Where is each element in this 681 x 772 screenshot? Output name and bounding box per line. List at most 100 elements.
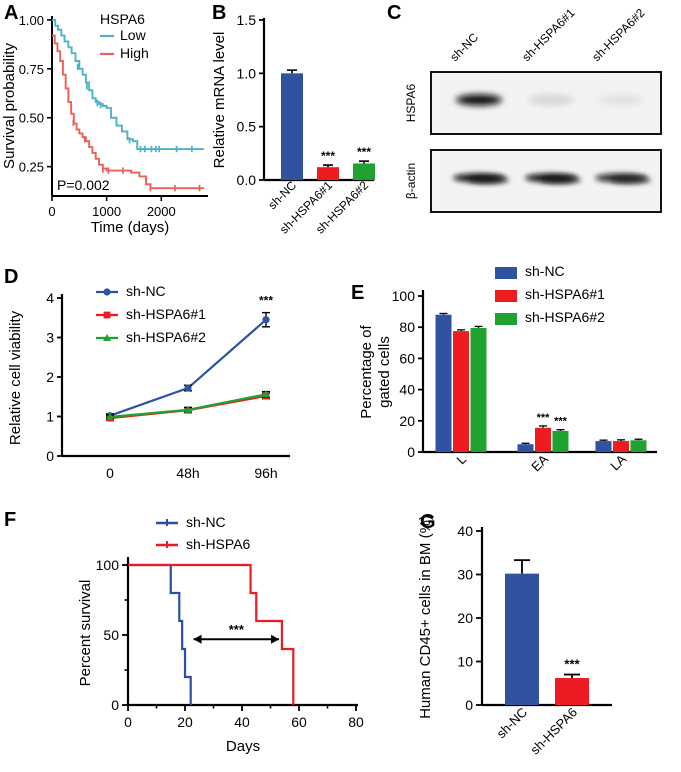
- panel-g-ytick: 40: [457, 523, 473, 539]
- panel-c-lane-label: sh-HSPA6#2: [589, 6, 648, 65]
- panel-b-significance: ***: [357, 145, 371, 159]
- panel-c-band: [528, 94, 574, 106]
- panel-e-ytick: 40: [399, 382, 415, 398]
- panel-a-ytick: 0.75: [19, 62, 44, 77]
- panel-a-legend-title: HSPA6: [100, 11, 145, 27]
- panel-b-errorbar: [359, 160, 369, 164]
- panel-b: B 0.0 0.5 1.0 1.5 *** *** sh-NC sh-HSPA6#1 sh-…: [208, 0, 383, 265]
- panel-d-xtick: 48h: [176, 465, 199, 481]
- panel-f-ytick: 100: [96, 557, 120, 573]
- panel-e-ylabel-line1: Percentage of: [358, 324, 375, 418]
- panel-d-ylabel: Relative cell viability: [7, 310, 24, 445]
- panel-d-xtick: 96h: [254, 465, 277, 481]
- panel-f-ytick: 50: [103, 627, 119, 643]
- panel-e-label: E: [351, 282, 365, 304]
- panel-c-row-label: HSPA6: [404, 83, 418, 122]
- panel-e-bar: [613, 441, 629, 452]
- panel-d-legend-label: sh-NC: [126, 283, 166, 299]
- panel-g-bar: [555, 678, 589, 705]
- panel-g-xtick: sh-HSPA6: [527, 705, 580, 758]
- panel-a-xtick: 2000: [147, 204, 176, 219]
- panel-f-xtick: 80: [348, 714, 364, 730]
- panel-e-ytick: 60: [399, 350, 415, 366]
- panel-f-xtick: 60: [291, 714, 307, 730]
- panel-f-xtick: 0: [124, 714, 132, 730]
- panel-e-errorbar: [521, 442, 530, 445]
- panel-c-blot: sh-NC sh-HSPA6#1 sh-HSPA6#2 HSPA6 β-actin: [404, 6, 662, 213]
- panel-e-ytick: 20: [399, 413, 415, 429]
- panel-b-ylabel: Relative mRNA level: [211, 32, 228, 169]
- panel-g-xtick: sh-NC: [493, 705, 530, 742]
- panel-d-xtick: 0: [106, 465, 114, 481]
- panel-b-bar: [281, 73, 303, 180]
- panel-g-ylabel: Human CD45+ cells in BM (%): [417, 515, 434, 719]
- panel-a-ytick: 1.00: [19, 13, 44, 28]
- panel-f: F 0 50 100 0 20 40 60 80 sh-NC sh-HSPA6 *** Per…: [0, 505, 400, 772]
- panel-d-ytick: 1: [46, 409, 54, 425]
- panel-e-legend-label: sh-NC: [525, 263, 565, 279]
- panel-f-xtick: 40: [234, 714, 250, 730]
- panel-c-band: [469, 176, 509, 184]
- panel-c-lane-label: sh-HSPA6#1: [519, 6, 578, 65]
- panel-d-legend-label: sh-HSPA6#2: [126, 329, 206, 345]
- panel-e-legend-label: sh-HSPA6#2: [525, 309, 605, 325]
- panel-d-marker: [262, 390, 270, 398]
- panel-d-ytick: 0: [46, 448, 54, 464]
- panel-c-band: [598, 94, 644, 106]
- panel-e-errorbar: [457, 329, 465, 332]
- panel-d-marker: [106, 412, 114, 420]
- panel-a-xlabel: Time (days): [91, 219, 170, 236]
- panel-e-bar: [435, 314, 452, 452]
- panel-g-ytick: 0: [465, 697, 473, 713]
- panel-g: G 0 10 20 30 40 *** sh-NC sh-HSPA6 Human CD45…: [400, 505, 681, 772]
- panel-g-ytick: 10: [457, 654, 473, 670]
- panel-d: D 0 1 2 3 4 0 48h 96h sh-NC sh-HSPA6#1 sh-HSPA6#…: [0, 262, 345, 510]
- panel-a-xtick: 0: [48, 204, 55, 219]
- panel-a-pvalue: P=0.002: [57, 177, 110, 193]
- panel-c-row-label: β-actin: [404, 163, 418, 199]
- panel-f-curve-sh-HSPA6: [128, 563, 295, 705]
- panel-a: A 0.25 0.50 0.75 1.00 0 1000 2000 Survival pr…: [0, 0, 215, 260]
- panel-c-label: C: [387, 2, 402, 24]
- panel-a-curve-low: [52, 18, 204, 150]
- panel-b-errorbar: [287, 69, 297, 74]
- panel-g-bar: [505, 573, 539, 705]
- panel-g-significance: ***: [564, 657, 580, 672]
- panel-a-ylabel: Survival probability: [1, 43, 18, 169]
- panel-a-ytick: 0.25: [19, 160, 44, 175]
- panel-d-label: D: [4, 266, 19, 288]
- panel-f-ytick: 0: [111, 697, 119, 713]
- panel-f-label: F: [4, 509, 17, 531]
- panel-d-marker: [184, 405, 192, 413]
- panel-d-marker: [262, 316, 270, 324]
- panel-c-band: [456, 94, 502, 106]
- panel-b-bar: [353, 163, 375, 180]
- panel-b-xtick: sh-NC: [265, 178, 299, 212]
- panel-a-legend-low: Low: [120, 27, 147, 43]
- panel-e-bar: [535, 427, 551, 452]
- panel-e-xtick: L: [453, 452, 469, 468]
- panel-d-legend-marker: [103, 311, 111, 319]
- panel-e-bar: [552, 430, 569, 452]
- panel-d-legend-marker: [103, 288, 111, 296]
- panel-g-errorbar: [564, 673, 580, 679]
- panel-a-xtick: 1000: [92, 204, 121, 219]
- panel-e-errorbar: [539, 425, 547, 428]
- panel-b-significance: ***: [321, 149, 335, 163]
- panel-e-bar: [595, 441, 612, 452]
- panel-b-chart: 0.00.51.01.5 *** *** sh-NCsh-HSPA6#1sh-HS…: [211, 12, 375, 237]
- panel-f-ylabel: Percent survival: [77, 580, 94, 687]
- panel-g-label: G: [420, 511, 436, 533]
- panel-c-lane-label: sh-NC: [447, 30, 481, 64]
- panel-e: E 0 20 40 60 80 100 *** *** L EA LA sh-NC sh-HSPA…: [345, 262, 681, 510]
- panel-e-legend-swatch: [495, 313, 517, 325]
- panel-b-bar: [317, 167, 339, 180]
- panel-d-significance: ***: [259, 294, 273, 308]
- panel-e-legend-label: sh-HSPA6#1: [525, 286, 605, 302]
- panel-e-bar: [453, 331, 469, 452]
- panel-e-ytick: 80: [399, 319, 415, 335]
- panel-e-errorbar: [439, 312, 448, 315]
- panel-e-errorbar: [556, 429, 565, 431]
- panel-e-legend-swatch: [495, 267, 517, 279]
